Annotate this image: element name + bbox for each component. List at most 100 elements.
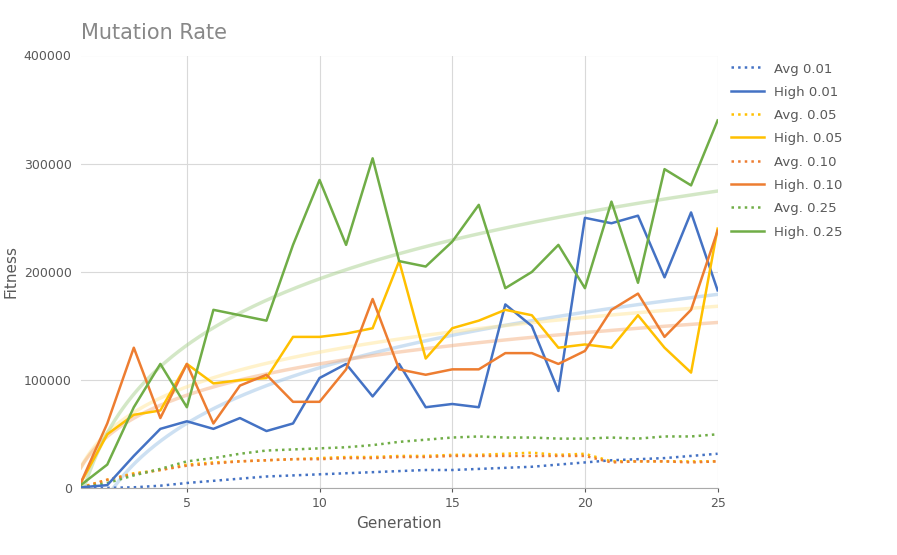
Avg 0.01 (394, 468, 405, 475)
High 0.01 (394, 361, 405, 367)
Line: Avg. 0.05: Avg. 0.05 (81, 453, 718, 487)
High. 0.10 (659, 334, 670, 340)
Avg. 0.25 (128, 472, 139, 479)
Avg. 0.25 (102, 480, 113, 486)
Avg 0.01 (155, 482, 166, 489)
Avg. 0.25 (712, 431, 723, 437)
Avg. 0.25 (314, 445, 325, 452)
High. 0.25 (421, 263, 431, 270)
High 0.01 (128, 453, 139, 460)
Avg. 0.05 (606, 458, 617, 465)
Avg 0.01 (632, 456, 643, 462)
High. 0.25 (712, 117, 723, 124)
Avg. 0.05 (659, 458, 670, 465)
High. 0.05 (367, 325, 378, 331)
High 0.01 (606, 220, 617, 226)
High. 0.05 (102, 431, 113, 437)
Avg. 0.10 (421, 453, 431, 460)
Avg. 0.10 (128, 471, 139, 478)
Avg. 0.05 (579, 451, 590, 457)
Avg. 0.25 (181, 458, 192, 465)
Avg. 0.10 (447, 453, 457, 460)
Avg. 0.25 (500, 434, 510, 441)
High. 0.25 (394, 258, 405, 265)
Avg. 0.05 (128, 470, 139, 477)
Avg 0.01 (181, 480, 192, 486)
High. 0.05 (527, 312, 537, 319)
Avg 0.01 (128, 484, 139, 491)
Avg. 0.25 (606, 434, 617, 441)
Avg. 0.05 (234, 458, 245, 465)
Avg 0.01 (261, 473, 272, 480)
Avg. 0.05 (553, 452, 563, 458)
Avg. 0.25 (75, 485, 86, 491)
Avg. 0.25 (447, 434, 457, 441)
Avg. 0.05 (447, 452, 457, 458)
High 0.01 (447, 401, 457, 407)
High. 0.05 (181, 361, 192, 367)
Avg. 0.10 (102, 476, 113, 483)
Avg. 0.25 (421, 436, 431, 443)
Line: High. 0.10: High. 0.10 (81, 231, 718, 483)
Avg. 0.10 (632, 458, 643, 465)
High 0.01 (341, 361, 352, 367)
Avg. 0.25 (261, 447, 272, 454)
High. 0.05 (606, 344, 617, 351)
High. 0.10 (712, 228, 723, 234)
High. 0.05 (75, 480, 86, 486)
Avg. 0.10 (579, 453, 590, 460)
Line: High 0.01: High 0.01 (81, 213, 718, 487)
Avg. 0.25 (155, 466, 166, 472)
Avg 0.01 (474, 466, 484, 472)
Avg. 0.05 (632, 458, 643, 465)
Avg. 0.25 (553, 435, 563, 442)
Avg. 0.10 (208, 460, 219, 467)
Avg 0.01 (447, 467, 457, 473)
High. 0.10 (579, 347, 590, 354)
Avg 0.01 (341, 470, 352, 477)
Avg. 0.05 (685, 458, 696, 465)
High. 0.10 (553, 361, 563, 367)
High. 0.10 (181, 361, 192, 367)
Avg 0.01 (234, 475, 245, 482)
Avg. 0.05 (367, 453, 378, 460)
High 0.01 (181, 418, 192, 425)
High. 0.25 (500, 285, 510, 291)
High. 0.05 (128, 411, 139, 418)
Line: High. 0.05: High. 0.05 (81, 229, 718, 483)
High. 0.10 (367, 296, 378, 302)
Line: High. 0.25: High. 0.25 (81, 120, 718, 485)
Avg. 0.10 (261, 457, 272, 463)
High. 0.05 (421, 355, 431, 362)
High. 0.25 (685, 182, 696, 189)
High. 0.25 (579, 285, 590, 291)
High. 0.25 (367, 155, 378, 162)
High. 0.05 (261, 375, 272, 381)
High. 0.05 (208, 380, 219, 387)
High. 0.05 (155, 407, 166, 414)
Avg. 0.05 (102, 476, 113, 483)
Avg. 0.05 (181, 461, 192, 468)
Avg 0.01 (421, 467, 431, 473)
High. 0.05 (579, 341, 590, 348)
Avg 0.01 (288, 472, 299, 479)
High 0.01 (527, 322, 537, 329)
Avg 0.01 (712, 451, 723, 457)
Y-axis label: Fitness: Fitness (4, 245, 18, 299)
Avg. 0.05 (527, 450, 537, 456)
High. 0.10 (261, 371, 272, 378)
High. 0.10 (314, 398, 325, 405)
High. 0.25 (288, 241, 299, 248)
Avg 0.01 (367, 469, 378, 476)
High. 0.10 (606, 306, 617, 313)
Avg 0.01 (208, 477, 219, 484)
Avg. 0.25 (527, 434, 537, 441)
High. 0.10 (208, 420, 219, 427)
High. 0.05 (314, 334, 325, 340)
Avg. 0.05 (288, 456, 299, 462)
High. 0.25 (155, 361, 166, 367)
High. 0.05 (447, 325, 457, 331)
High. 0.25 (632, 279, 643, 286)
High 0.01 (500, 301, 510, 307)
Avg 0.01 (685, 453, 696, 460)
